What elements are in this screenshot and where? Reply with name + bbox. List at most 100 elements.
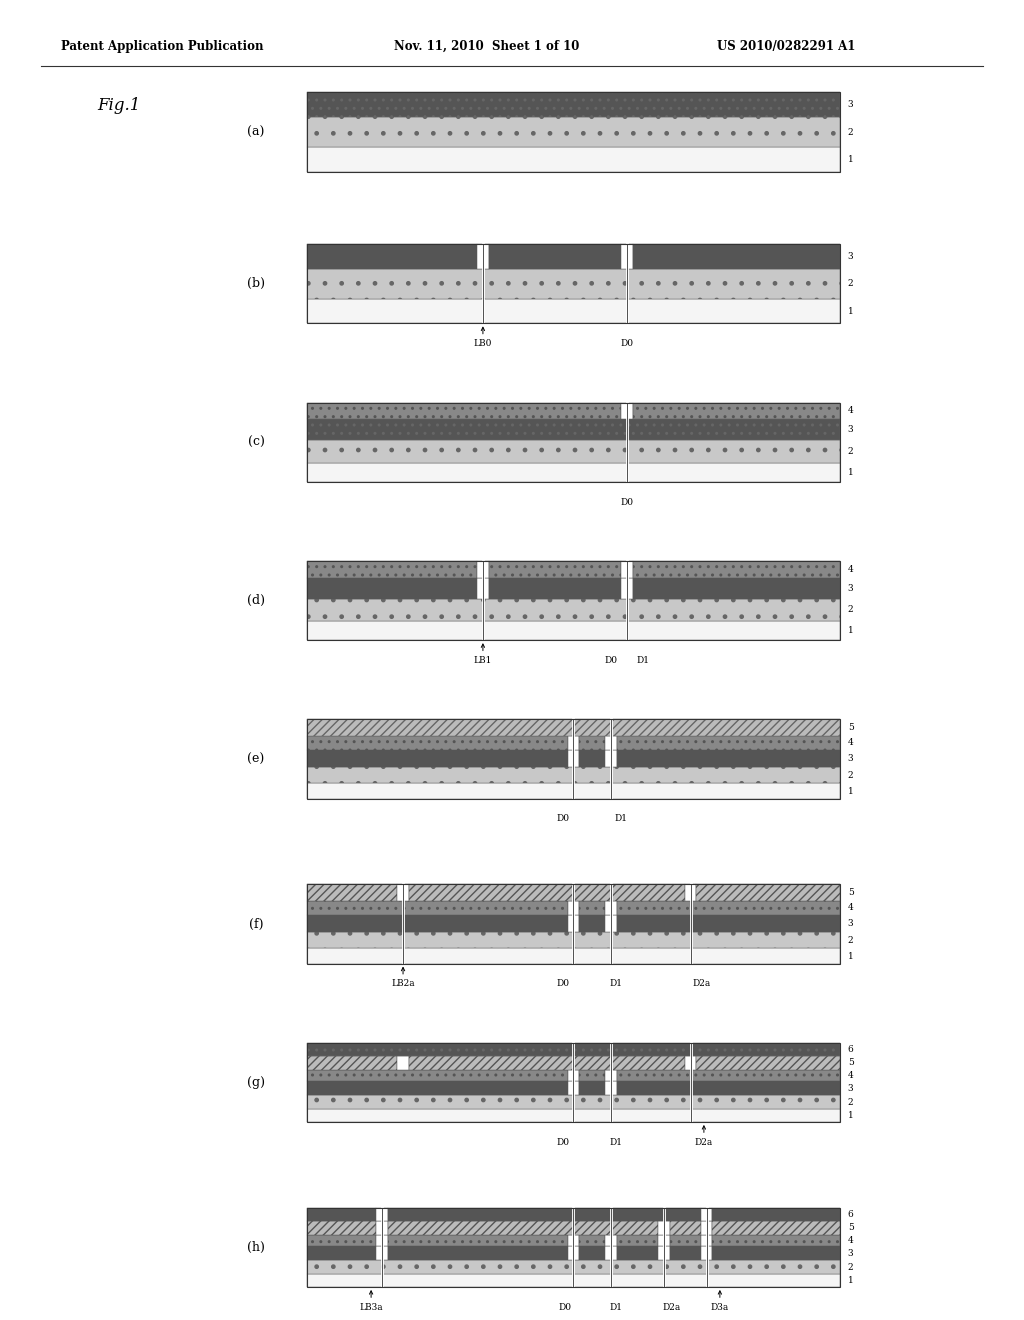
Text: 6: 6	[848, 1209, 854, 1218]
Text: 1: 1	[848, 952, 854, 961]
Bar	[580, 737, 605, 750]
Bar	[713, 1208, 840, 1221]
Text: (c): (c)	[248, 436, 264, 449]
Text: LB1: LB1	[474, 656, 493, 665]
Bar	[670, 1221, 700, 1234]
Bar	[605, 1234, 616, 1246]
Text: D0: D0	[621, 339, 633, 348]
Bar	[477, 561, 488, 578]
Bar	[307, 117, 840, 147]
Text: 5: 5	[848, 888, 854, 898]
Bar	[633, 561, 840, 578]
Bar	[488, 244, 621, 269]
Text: 1: 1	[848, 1276, 854, 1286]
Bar	[567, 737, 580, 750]
Bar	[307, 1246, 376, 1261]
Text: 2: 2	[848, 280, 853, 288]
Bar	[580, 1069, 605, 1081]
Text: D2a: D2a	[694, 1138, 713, 1147]
Text: (b): (b)	[247, 277, 265, 290]
Bar	[307, 1109, 840, 1122]
Text: 1: 1	[848, 1111, 854, 1121]
Text: (e): (e)	[248, 752, 264, 766]
Text: D0: D0	[556, 814, 569, 824]
Bar	[307, 1208, 376, 1221]
Bar	[700, 1234, 713, 1246]
Bar	[621, 244, 633, 269]
Bar	[713, 1246, 840, 1261]
Bar	[670, 1246, 700, 1261]
Bar	[580, 1081, 605, 1096]
Text: LB3a: LB3a	[359, 1303, 383, 1312]
Bar	[616, 902, 840, 915]
Bar	[307, 1081, 567, 1096]
Bar	[307, 147, 840, 172]
Bar	[307, 578, 477, 598]
Text: 2: 2	[848, 606, 853, 615]
Text: D2a: D2a	[663, 1303, 681, 1312]
Bar	[605, 915, 616, 932]
Bar	[307, 1043, 840, 1056]
Bar	[658, 1234, 670, 1246]
Text: 3: 3	[848, 1249, 853, 1258]
Text: 2: 2	[848, 1263, 853, 1271]
Bar	[307, 598, 840, 622]
Bar	[605, 1246, 616, 1261]
Text: LB0: LB0	[474, 339, 493, 348]
Bar	[307, 767, 840, 784]
Text: 4: 4	[848, 407, 854, 416]
Text: 5: 5	[848, 1224, 854, 1232]
Bar	[580, 902, 605, 915]
Bar	[696, 1056, 840, 1069]
Bar	[307, 269, 840, 298]
Text: (h): (h)	[247, 1241, 265, 1254]
Text: LB2a: LB2a	[391, 979, 415, 989]
Bar	[307, 92, 840, 172]
Bar	[307, 420, 840, 440]
Text: D2a: D2a	[692, 979, 711, 989]
Bar	[700, 1208, 713, 1221]
Bar	[621, 403, 633, 420]
Bar	[633, 244, 840, 269]
Bar	[307, 244, 477, 269]
Text: (d): (d)	[247, 594, 265, 607]
Text: (f): (f)	[249, 917, 263, 931]
Bar	[307, 1208, 840, 1287]
Bar	[616, 1081, 840, 1096]
Bar	[488, 578, 621, 598]
Text: 6: 6	[848, 1044, 854, 1053]
Text: 1: 1	[848, 626, 854, 635]
Text: 2: 2	[848, 447, 853, 457]
Bar	[307, 1274, 840, 1287]
Text: D1: D1	[614, 814, 628, 824]
Bar	[713, 1234, 840, 1246]
Bar	[580, 1246, 605, 1261]
Bar	[376, 1246, 388, 1261]
Text: D1: D1	[609, 1303, 623, 1312]
Bar	[616, 750, 840, 767]
Text: (a): (a)	[248, 125, 264, 139]
Text: 2: 2	[848, 1098, 853, 1106]
Bar	[621, 561, 633, 578]
Bar	[616, 1234, 658, 1246]
Bar	[605, 750, 616, 767]
Text: 3: 3	[848, 583, 853, 593]
Bar	[700, 1246, 713, 1261]
Text: D0: D0	[559, 1303, 572, 1312]
Bar	[307, 403, 621, 420]
Bar	[580, 1234, 605, 1246]
Text: 4: 4	[848, 1071, 854, 1080]
Text: Patent Application Publication: Patent Application Publication	[61, 40, 264, 53]
Bar	[307, 463, 840, 482]
Bar	[307, 784, 840, 799]
Bar	[580, 750, 605, 767]
Bar	[376, 1208, 388, 1221]
Text: D1: D1	[636, 656, 649, 665]
Bar	[307, 1261, 840, 1274]
Text: 1: 1	[848, 787, 854, 796]
Bar	[397, 1056, 409, 1069]
Text: Fig.1: Fig.1	[97, 98, 140, 114]
Bar	[658, 1221, 670, 1234]
Bar	[307, 244, 840, 323]
Bar	[307, 915, 567, 932]
